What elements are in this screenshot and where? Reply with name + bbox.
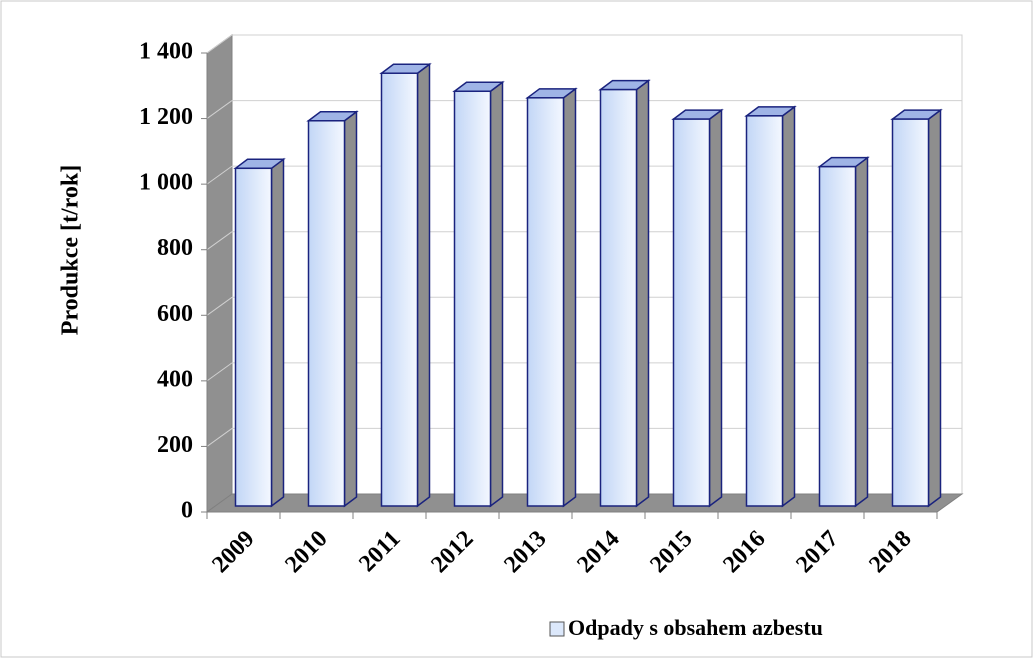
bar	[599, 88, 638, 507]
legend-label: Odpady s obsahem azbestu	[568, 615, 823, 640]
grid-line-side	[206, 428, 233, 447]
bar-side	[635, 79, 650, 508]
y-tick-label: 1 000	[139, 170, 193, 196]
y-tick-label: 800	[157, 235, 193, 261]
bar	[453, 90, 492, 507]
bar-side	[854, 156, 869, 508]
bar-side	[489, 80, 504, 508]
y-tick-label: 400	[157, 366, 193, 392]
bar-side	[781, 105, 796, 508]
grid-line-side	[206, 231, 233, 251]
bar	[234, 167, 273, 507]
grid-line-side	[206, 296, 233, 316]
bar-side	[927, 108, 942, 508]
bar-side	[708, 108, 723, 508]
bar-side	[416, 62, 431, 508]
bar	[380, 72, 419, 507]
bar-side	[343, 110, 358, 508]
y-tick-label: 1 200	[139, 104, 193, 130]
grid-line-side	[206, 100, 233, 119]
y-tick-label: 0	[181, 498, 193, 524]
y-tick-label: 1 400	[139, 39, 193, 65]
bar	[818, 165, 857, 507]
y-tick-label: 200	[157, 432, 193, 458]
legend-swatch	[549, 621, 565, 637]
y-tick-label: 600	[157, 301, 193, 327]
bar	[745, 115, 784, 507]
bar-side	[562, 87, 577, 508]
bar	[307, 120, 346, 507]
grid-line-side	[206, 34, 233, 54]
y-axis-label: Produkce [t/rok]	[58, 165, 84, 335]
bar-side	[270, 157, 285, 508]
bar	[526, 97, 565, 507]
bar	[891, 118, 930, 507]
grid-line-side	[206, 165, 233, 185]
grid-line-side	[206, 362, 233, 382]
side-wall	[206, 34, 233, 513]
bar	[672, 118, 711, 507]
